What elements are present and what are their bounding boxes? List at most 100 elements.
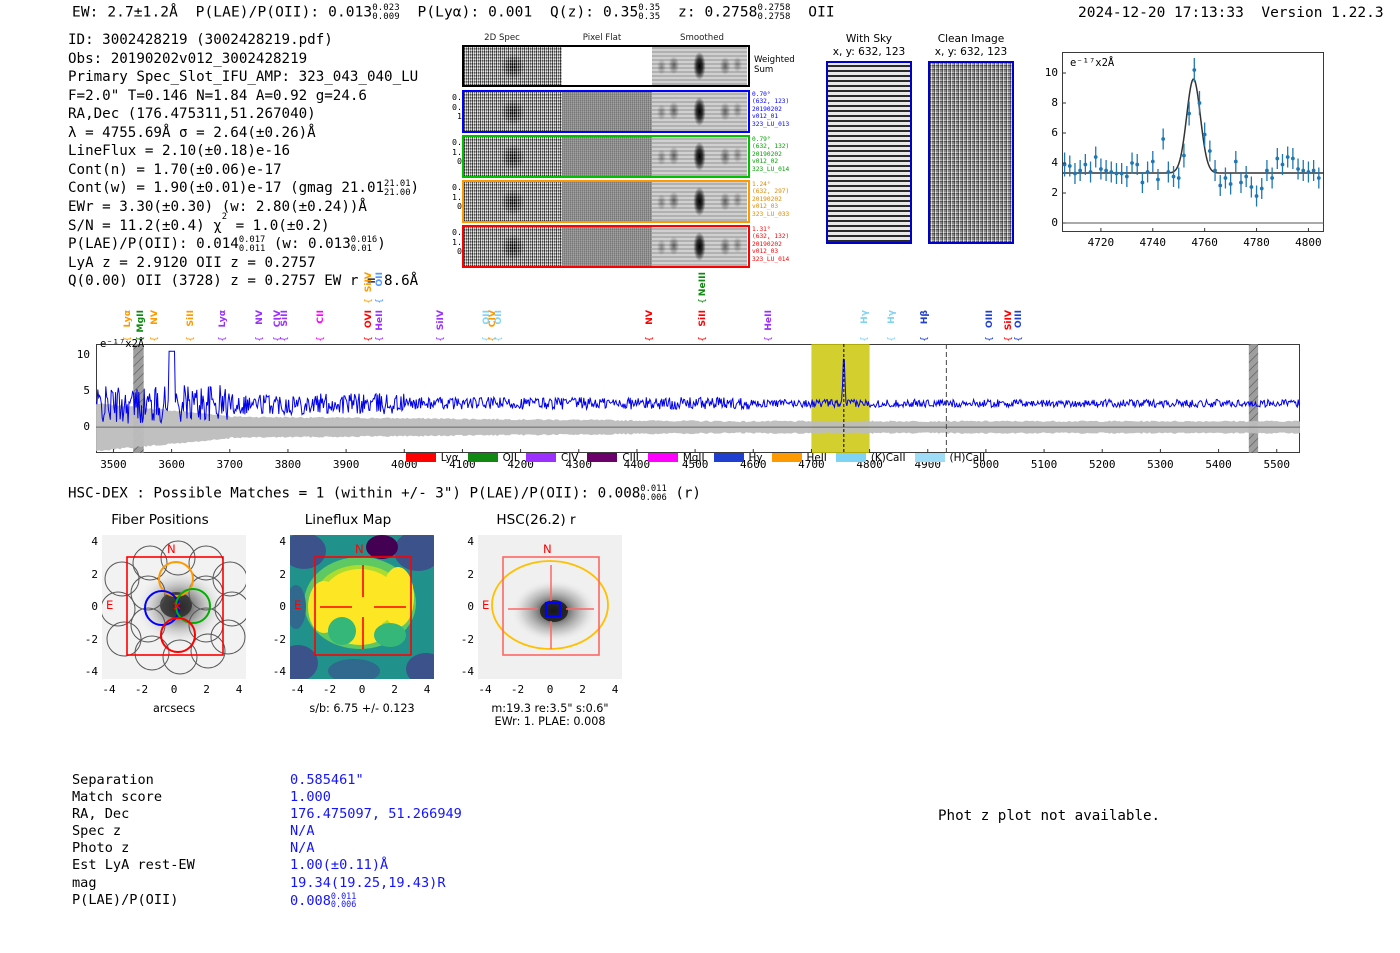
info-cont-n: Cont(n) = 1.70(±0.06)e-17 <box>68 161 282 178</box>
cutout-y-tick: -2 <box>84 632 98 646</box>
spectrum-line-label: SiIV <box>435 310 447 331</box>
row-4-right-labels: 1.31° (632, 132) 20190202 v012_03 323_LU_014 <box>752 226 790 263</box>
spectrum-line-bracket: { <box>762 336 774 342</box>
spectrum-line-bracket: { <box>216 336 228 342</box>
legend-swatch <box>835 453 866 462</box>
hsc-image-east-label: E <box>482 598 490 612</box>
fiber-positions-svg <box>102 535 246 679</box>
table-row-key: Separation <box>72 772 154 788</box>
cutout-y-tick: 0 <box>467 600 474 613</box>
detection-info-block: ID: 3002428219 (3002428219.pdf) Obs: 201… <box>68 31 419 291</box>
legend-swatch <box>713 453 744 462</box>
spectrum-line-bracket: { <box>149 336 161 342</box>
lineflux-map-east-label: E <box>294 598 302 612</box>
cutout-y-tick: 4 <box>91 535 98 548</box>
cutout-y-tick: 2 <box>467 567 474 581</box>
legend-item: HeII <box>771 451 827 464</box>
fiber-positions-east-label: E <box>106 598 114 612</box>
cutout-y-tick: -4 <box>84 665 98 678</box>
spectrum-line-bracket: { <box>314 336 326 342</box>
table-row-value: 1.00(±0.11)Å <box>290 857 389 874</box>
spec2d-row-4 <box>462 225 750 268</box>
legend-item: OII <box>467 452 517 464</box>
legend-label: MgII <box>682 451 705 464</box>
hscdex-header: HSC-DEX : Possible Matches = 1 (within +… <box>68 484 701 503</box>
spectrum-line-bracket: { <box>983 336 995 342</box>
spec2d-weighted-sum-row <box>462 45 750 87</box>
spectrum-x-tick: 4500 <box>681 458 709 471</box>
cutout-x-tick: 0 <box>546 683 554 696</box>
legend-item: Hγ <box>713 452 763 464</box>
cutout-x-tick: 0 <box>358 683 366 696</box>
spectrum-line-bracket: { <box>885 336 897 342</box>
lineflux-map-svg <box>290 535 434 679</box>
info-lambda-sigma: λ = 4755.69Å σ = 2.64(±0.26)Å <box>68 124 316 141</box>
hsc-image-xlabel: m:19.3 re:3.5" s:0.6" <box>491 702 609 715</box>
legend-swatch <box>647 453 678 462</box>
info-plae: P(LAE)/P(OII): 0.0140.017 0.011 (w: 0.013… <box>68 234 386 254</box>
cutout-x-tick: 2 <box>203 683 210 696</box>
fit-y-tick: 6 <box>1051 126 1058 139</box>
legend-label: HeII <box>806 451 827 464</box>
legend-item: CIV <box>525 452 578 464</box>
legend-label: (H)CaII <box>949 451 986 464</box>
spectrum-line-bracket: { <box>1013 336 1025 342</box>
spectrum-line-label: Hγ <box>858 310 870 324</box>
hsc-image-xlabel2: EWr: 1. PLAE: 0.008 <box>494 715 606 728</box>
cutout-x-tick: 2 <box>391 683 398 696</box>
info-lineflux: LineFlux = 2.10(±0.18)e-16 <box>68 143 291 160</box>
legend-item: Lyα <box>405 452 459 464</box>
row-2-right-labels: 0.79° (632, 132) 20190202 v012_02 323_LU_014 <box>752 136 790 173</box>
fit-data-svg <box>1062 58 1324 232</box>
spectrum-x-tick: 3500 <box>100 458 127 471</box>
fit-x-tick: 4780 <box>1243 236 1270 249</box>
spectrum-line-label: NV <box>253 310 265 325</box>
fit-y-tick: 2 <box>1051 186 1058 199</box>
cutout-x-tick: 4 <box>611 683 619 696</box>
info-primary-spec: Primary Spec_Slot_IFU_AMP: 323_043_040_L… <box>68 69 419 86</box>
cutout-x-tick: -4 <box>478 683 492 696</box>
with-sky-title: With Sky <box>845 33 893 45</box>
cutout-x-tick: -4 <box>290 683 304 696</box>
version: Version 1.22.3 <box>1261 5 1384 21</box>
spectrum-line-bracket: { <box>278 336 290 342</box>
clean-image-coords: x, y: 632, 123 <box>934 46 1008 58</box>
header-timestamp-version: 2024-12-20 17:13:33 Version 1.22.3 <box>1078 5 1384 21</box>
cutout-x-tick: -2 <box>322 683 337 696</box>
header-ew: EW: 2.7±1.2Å <box>72 4 178 21</box>
spectrum-x-tick: 5200 <box>1088 458 1116 471</box>
spectrum-line-label: Lyα <box>216 310 228 328</box>
col-title-2dspec: 2D Spec <box>484 33 520 43</box>
spectrum-x-tick: 5500 <box>1263 458 1290 471</box>
spectrum-line-label: OVI <box>362 310 374 329</box>
spectrum-line-label: SiII <box>278 310 290 327</box>
cutout-x-tick: 0 <box>170 683 178 696</box>
spectrum-line-bracket: { <box>697 298 709 304</box>
table-row-key: Match score <box>72 789 163 806</box>
clean-image-title: Clean Image <box>937 33 1005 45</box>
fit-y-tick: 8 <box>1051 96 1058 109</box>
spec2d-row-1 <box>462 90 750 133</box>
cutout-x-tick: -2 <box>510 683 525 696</box>
fit-x-tick: 4740 <box>1139 236 1167 249</box>
spectrum-line-label: CII <box>314 310 326 324</box>
spectrum-line-label: Hγ <box>885 310 897 324</box>
info-sn-chi2: S/N = 11.2(±0.4) χ2 = 1.0(±0.2) <box>68 211 330 234</box>
legend-swatch <box>467 453 498 462</box>
table-row-key: Photo z <box>72 840 130 857</box>
spectrum-line-label: SiII <box>185 310 197 327</box>
hsc-image-title: HSC(26.2) r <box>496 512 576 528</box>
fit-x-tick: 4760 <box>1191 236 1218 249</box>
fiber-positions-title: Fiber Positions <box>111 512 209 528</box>
table-row-value: N/A <box>290 823 315 840</box>
spectrum-line-bracket: { <box>362 298 374 304</box>
with-sky-coords: x, y: 632, 123 <box>832 46 906 58</box>
header-qz-value: 0.35 <box>602 4 639 21</box>
legend-item: MgII <box>647 451 705 464</box>
cutout-y-tick: 0 <box>279 600 286 613</box>
table-row-value: 0.0080.011 0.006 <box>290 890 357 910</box>
cutout-x-tick: 2 <box>579 683 586 696</box>
spectrum-x-tick: 4400 <box>623 458 651 471</box>
fit-y-tick: 0 <box>1051 216 1058 229</box>
spectrum-line-label: OII <box>374 272 386 287</box>
